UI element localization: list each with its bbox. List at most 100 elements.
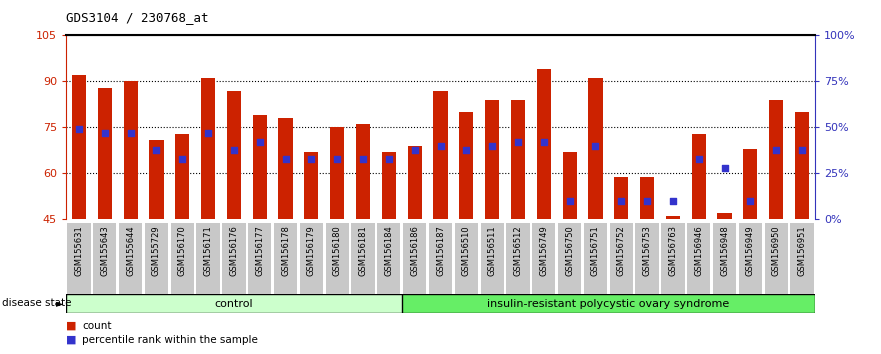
Point: [123, 130, 137, 136]
Point: [589, 143, 603, 149]
Text: ■: ■: [66, 321, 77, 331]
Text: GSM156186: GSM156186: [411, 225, 419, 276]
FancyBboxPatch shape: [739, 223, 762, 294]
Text: GSM156178: GSM156178: [281, 225, 290, 276]
Text: GSM156750: GSM156750: [565, 225, 574, 276]
Text: GDS3104 / 230768_at: GDS3104 / 230768_at: [66, 11, 209, 24]
FancyBboxPatch shape: [93, 223, 116, 294]
Text: GSM156171: GSM156171: [204, 225, 212, 276]
FancyBboxPatch shape: [713, 223, 737, 294]
Bar: [381, 152, 396, 219]
Text: control: control: [215, 298, 253, 309]
Text: GSM156179: GSM156179: [307, 225, 316, 276]
FancyBboxPatch shape: [196, 223, 219, 294]
FancyBboxPatch shape: [790, 223, 814, 294]
Point: [72, 126, 86, 132]
Text: GSM156170: GSM156170: [178, 225, 187, 276]
FancyBboxPatch shape: [584, 223, 607, 294]
Text: GSM156948: GSM156948: [720, 225, 729, 276]
Bar: [408, 146, 422, 219]
Point: [150, 147, 164, 152]
Text: GSM156184: GSM156184: [384, 225, 393, 276]
Point: [744, 198, 758, 204]
FancyBboxPatch shape: [67, 223, 91, 294]
Point: [408, 147, 422, 152]
Text: insulin-resistant polycystic ovary syndrome: insulin-resistant polycystic ovary syndr…: [487, 298, 729, 309]
Text: GSM155644: GSM155644: [126, 225, 135, 276]
Text: GSM156763: GSM156763: [669, 225, 677, 276]
Point: [433, 143, 448, 149]
Point: [485, 143, 500, 149]
FancyBboxPatch shape: [765, 223, 788, 294]
Bar: [640, 177, 655, 219]
Bar: [98, 87, 112, 219]
FancyBboxPatch shape: [248, 223, 271, 294]
Point: [769, 147, 783, 152]
Point: [175, 156, 189, 161]
Bar: [589, 78, 603, 219]
Bar: [666, 216, 680, 219]
Point: [201, 130, 215, 136]
Bar: [795, 112, 809, 219]
Bar: [226, 91, 241, 219]
Text: GSM156949: GSM156949: [746, 225, 755, 276]
Text: GSM155643: GSM155643: [100, 225, 109, 276]
FancyBboxPatch shape: [635, 223, 659, 294]
Text: GSM156512: GSM156512: [514, 225, 522, 276]
Point: [795, 147, 809, 152]
Point: [614, 198, 628, 204]
Text: GSM156511: GSM156511: [488, 225, 497, 276]
Bar: [459, 112, 473, 219]
FancyBboxPatch shape: [507, 223, 529, 294]
Point: [356, 156, 370, 161]
FancyBboxPatch shape: [532, 223, 555, 294]
FancyBboxPatch shape: [687, 223, 710, 294]
Bar: [562, 152, 577, 219]
Point: [330, 156, 344, 161]
Text: GSM156187: GSM156187: [436, 225, 445, 276]
Point: [717, 165, 731, 171]
Bar: [744, 149, 758, 219]
Bar: [123, 81, 137, 219]
FancyBboxPatch shape: [610, 223, 633, 294]
Bar: [66, 294, 402, 313]
Point: [666, 198, 680, 204]
Point: [98, 130, 112, 136]
FancyBboxPatch shape: [352, 223, 374, 294]
Point: [563, 198, 577, 204]
Text: GSM156177: GSM156177: [255, 225, 264, 276]
Bar: [304, 152, 319, 219]
Bar: [717, 213, 731, 219]
Bar: [72, 75, 86, 219]
Text: GSM156946: GSM156946: [694, 225, 703, 276]
Bar: [537, 69, 551, 219]
Bar: [433, 91, 448, 219]
Text: GSM156176: GSM156176: [229, 225, 239, 276]
Text: GSM156752: GSM156752: [617, 225, 626, 276]
Bar: [511, 100, 525, 219]
Bar: [402, 294, 828, 313]
Bar: [253, 115, 267, 219]
FancyBboxPatch shape: [429, 223, 452, 294]
Point: [459, 147, 473, 152]
FancyBboxPatch shape: [455, 223, 478, 294]
Text: GSM155631: GSM155631: [75, 225, 84, 276]
FancyBboxPatch shape: [403, 223, 426, 294]
FancyBboxPatch shape: [222, 223, 246, 294]
FancyBboxPatch shape: [558, 223, 581, 294]
Bar: [175, 133, 189, 219]
Point: [227, 147, 241, 152]
Text: GSM156951: GSM156951: [797, 225, 806, 276]
FancyBboxPatch shape: [300, 223, 323, 294]
Text: ■: ■: [66, 335, 77, 345]
Text: GSM156751: GSM156751: [591, 225, 600, 276]
Point: [304, 156, 318, 161]
Text: ►: ►: [56, 298, 64, 308]
Point: [511, 139, 525, 145]
Text: GSM156753: GSM156753: [642, 225, 652, 276]
Point: [640, 198, 654, 204]
Bar: [278, 118, 292, 219]
Text: GSM156950: GSM156950: [772, 225, 781, 276]
Bar: [356, 124, 370, 219]
Text: GSM156181: GSM156181: [359, 225, 367, 276]
